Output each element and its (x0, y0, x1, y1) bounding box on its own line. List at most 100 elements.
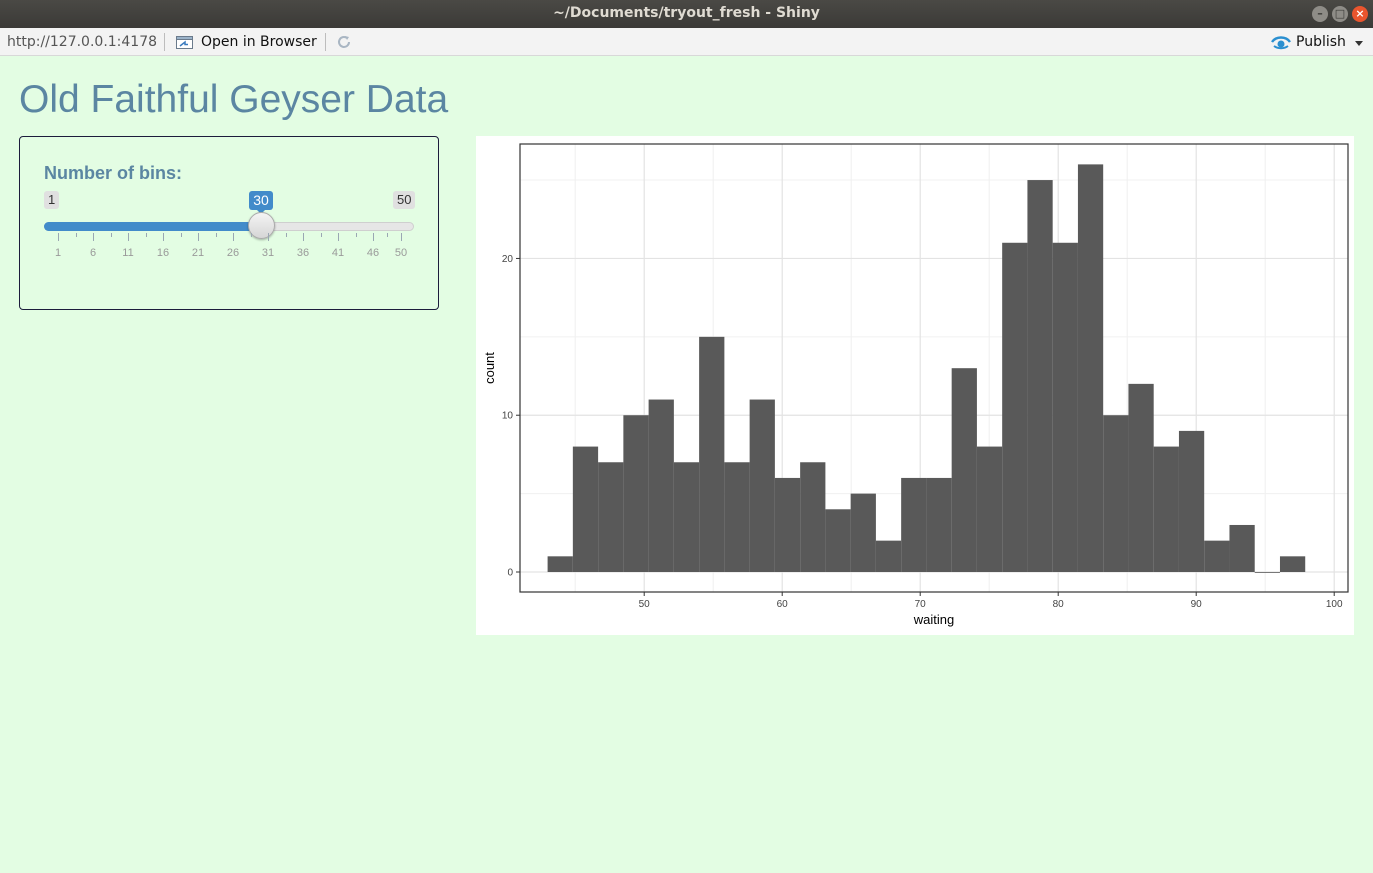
url-text[interactable]: http://127.0.0.1:4178 (7, 34, 158, 50)
histogram-bar (749, 399, 775, 572)
slider-minor-tick (145, 233, 147, 237)
slider-minor-tick (285, 233, 287, 237)
refresh-icon[interactable] (335, 33, 353, 51)
minimize-button[interactable]: – (1312, 6, 1328, 22)
histogram-bar (875, 540, 902, 572)
open-in-browser-button[interactable]: Open in Browser (201, 34, 317, 50)
bins-slider-label: Number of bins: (44, 163, 182, 183)
slider-tick (163, 233, 164, 241)
histogram-bar (1052, 242, 1078, 572)
x-tick-label: 80 (1053, 599, 1065, 610)
slider-tick-label: 36 (296, 247, 310, 259)
close-button[interactable]: × (1352, 6, 1368, 22)
slider-tick (373, 233, 374, 241)
slider-minor-tick (250, 233, 252, 237)
y-tick-label: 20 (502, 254, 514, 265)
slider-tick (338, 233, 339, 241)
x-tick-label: 100 (1326, 599, 1343, 610)
histogram-bar (1027, 180, 1053, 573)
histogram-bar (1254, 572, 1280, 573)
toolbar-separator (325, 33, 326, 51)
histogram-bar (1103, 415, 1129, 572)
slider-tick-label: 41 (331, 247, 345, 259)
slider-minor-tick (355, 233, 357, 237)
slider-ticks: 1 6 11 16 21 26 31 36 41 46 50 (20, 233, 440, 263)
slider-max-label: 50 (393, 191, 416, 209)
histogram-bar (1002, 242, 1028, 572)
histogram-bar (850, 493, 876, 572)
slider-tick (303, 233, 304, 241)
window-title: ~/Documents/tryout_fresh - Shiny (553, 5, 820, 21)
toolbar-separator (164, 33, 165, 51)
histogram-bar (673, 462, 700, 572)
publish-button[interactable]: Publish (1296, 34, 1346, 50)
page-title: Old Faithful Geyser Data (19, 78, 449, 121)
chevron-down-icon[interactable] (1355, 41, 1363, 46)
x-axis-title: waiting (913, 612, 954, 627)
slider-tick (93, 233, 94, 241)
slider-tick-label: 50 (394, 247, 408, 259)
histogram-bar (901, 477, 927, 572)
histogram-bar (825, 509, 851, 572)
slider-value-label: 30 (249, 191, 273, 214)
x-tick-label: 50 (639, 599, 651, 610)
slider-tick (198, 233, 199, 241)
slider-tick-label: 6 (89, 247, 97, 259)
sidebar-panel: Number of bins: 1 50 30 1 6 11 16 21 26 31 36 41… (19, 136, 439, 310)
histogram-bar (1153, 446, 1179, 572)
histogram-bar (623, 415, 649, 572)
slider-tick-label: 26 (226, 247, 240, 259)
slider-tick-label: 31 (261, 247, 275, 259)
slider-min-label: 1 (44, 191, 60, 209)
slider-tick (268, 233, 269, 241)
slider-tick (401, 233, 402, 241)
window-title-bar: ~/Documents/tryout_fresh - Shiny – □ × (0, 0, 1373, 28)
slider-tick (233, 233, 234, 241)
slider-tick (58, 233, 59, 241)
viewer-toolbar: http://127.0.0.1:4178 Open in Browser Pu… (0, 28, 1373, 56)
histogram-bar (648, 399, 674, 572)
histogram-bar (1128, 383, 1154, 572)
y-tick-label: 0 (507, 568, 513, 579)
slider-tick-label: 1 (54, 247, 62, 259)
slider-tick (128, 233, 129, 241)
x-tick-label: 70 (915, 599, 927, 610)
histogram-bar (547, 556, 573, 572)
x-tick-label: 60 (777, 599, 789, 610)
slider-tick-label: 46 (366, 247, 380, 259)
histogram-bar (800, 462, 826, 572)
histogram-bar (926, 477, 952, 572)
slider-tick-label: 21 (191, 247, 205, 259)
slider-tick-label: 16 (156, 247, 170, 259)
slider-minor-tick (320, 233, 322, 237)
histogram-chart: 50 60 70 80 90 100 0 10 20 waiting count (482, 143, 1349, 627)
slider-minor-tick (75, 233, 77, 237)
publish-icon[interactable] (1271, 34, 1291, 50)
y-tick-label: 10 (502, 411, 514, 422)
close-icon: × (1355, 7, 1365, 20)
slider-track-fill[interactable] (44, 222, 261, 231)
histogram-bar (1279, 556, 1306, 572)
histogram-bar (699, 336, 725, 572)
slider-minor-tick (387, 233, 388, 237)
histogram-bar (572, 446, 599, 572)
maximize-icon: □ (1334, 7, 1346, 20)
slider-minor-tick (215, 233, 217, 237)
minimize-icon: – (1317, 7, 1323, 20)
histogram-plot: 50 60 70 80 90 100 0 10 20 waiting count (476, 136, 1354, 635)
slider-handle[interactable] (248, 212, 275, 239)
y-axis-title: count (482, 352, 497, 384)
slider-minor-tick (110, 233, 112, 237)
histogram-bar (951, 368, 977, 572)
browser-icon[interactable] (176, 36, 193, 49)
histogram-bar (1204, 540, 1230, 572)
x-tick-label: 90 (1191, 599, 1203, 610)
histogram-bar (774, 477, 801, 572)
maximize-button[interactable]: □ (1332, 6, 1348, 22)
histogram-bar (1077, 164, 1104, 572)
histogram-bar (976, 446, 1003, 572)
histogram-bar (724, 462, 750, 572)
slider-minor-tick (180, 233, 182, 237)
histogram-bar (1178, 430, 1205, 572)
histogram-bar (1229, 524, 1255, 572)
